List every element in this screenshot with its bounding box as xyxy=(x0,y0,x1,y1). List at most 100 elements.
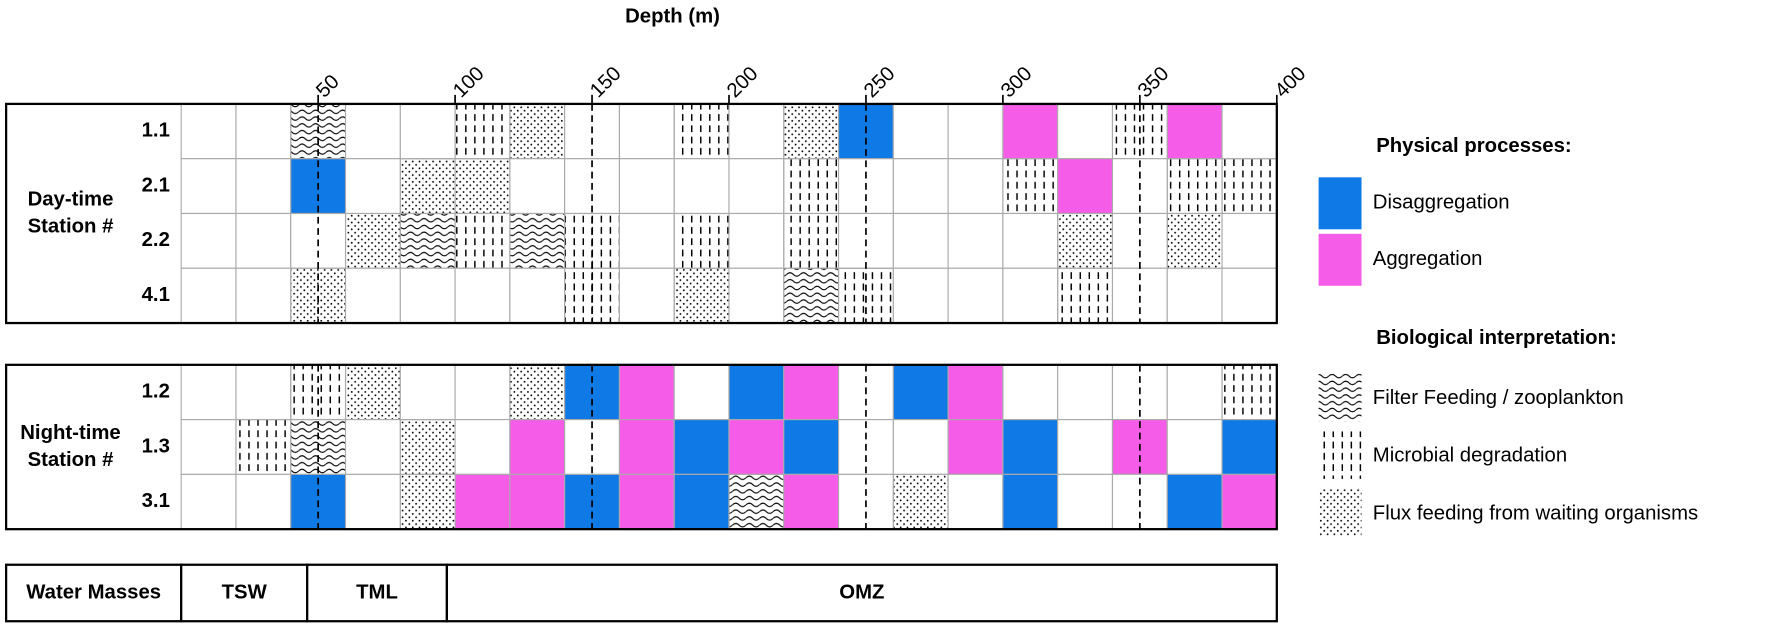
cell xyxy=(1166,473,1223,530)
station-label: 1.3 xyxy=(142,435,170,457)
cell xyxy=(180,267,237,324)
cell xyxy=(947,103,1004,160)
cell xyxy=(344,103,401,160)
cell xyxy=(1221,158,1278,215)
cell xyxy=(180,103,237,160)
cell xyxy=(235,364,292,421)
cell xyxy=(728,267,785,324)
cell xyxy=(1057,267,1114,324)
cell xyxy=(783,212,840,269)
cell xyxy=(180,364,237,421)
cell xyxy=(180,419,237,475)
panel-label: Day-time xyxy=(28,188,114,210)
cell xyxy=(673,212,730,269)
cell xyxy=(454,473,511,530)
cell xyxy=(399,473,456,530)
cell xyxy=(673,267,730,324)
cell xyxy=(728,419,785,475)
cell xyxy=(783,103,840,160)
cell xyxy=(947,267,1004,324)
legend-swatch xyxy=(1318,373,1362,422)
cell xyxy=(235,473,292,530)
station-label: 1.1 xyxy=(142,120,170,142)
cell xyxy=(344,473,401,530)
cell xyxy=(235,103,292,160)
cell xyxy=(618,473,675,530)
cell xyxy=(728,364,785,421)
cell xyxy=(399,267,456,324)
cell xyxy=(180,212,237,269)
panel-label: Station # xyxy=(28,449,114,471)
cell xyxy=(1057,158,1114,215)
cell xyxy=(1002,158,1059,215)
cell xyxy=(618,103,675,160)
cell xyxy=(1002,419,1059,475)
cell xyxy=(344,158,401,215)
legend-swatch xyxy=(1318,431,1362,479)
cell xyxy=(344,419,401,475)
legend-label: Disaggregation xyxy=(1373,192,1510,214)
cell xyxy=(1057,473,1114,530)
station-label: 2.1 xyxy=(142,174,170,196)
x-tick-label: 50 xyxy=(312,71,344,103)
cell xyxy=(509,212,566,269)
cell xyxy=(947,473,1004,530)
cell xyxy=(454,212,511,269)
cell xyxy=(1057,212,1114,269)
cell xyxy=(399,419,456,475)
cell xyxy=(947,158,1004,215)
cell xyxy=(399,212,456,269)
cell xyxy=(673,419,730,475)
water-mass-label: OMZ xyxy=(839,581,884,603)
cell xyxy=(1221,419,1278,475)
cell xyxy=(1002,364,1059,421)
cell xyxy=(454,419,511,475)
cell xyxy=(1166,103,1223,160)
station-label: 2.2 xyxy=(142,229,170,251)
cell xyxy=(1057,364,1114,421)
cell xyxy=(509,103,566,160)
cell xyxy=(892,212,949,269)
cell xyxy=(1002,212,1059,269)
cell xyxy=(509,267,566,324)
cell xyxy=(618,212,675,269)
legend-title: Biological interpretation: xyxy=(1376,327,1617,349)
water-mass-header-label: Water Masses xyxy=(26,581,161,603)
water-mass xyxy=(306,563,449,623)
cell xyxy=(618,267,675,324)
cell xyxy=(1221,267,1278,324)
cell xyxy=(947,419,1004,475)
cell xyxy=(454,158,511,215)
cell xyxy=(1166,419,1223,475)
cell xyxy=(892,419,949,475)
cell xyxy=(180,158,237,215)
cell xyxy=(1002,267,1059,324)
cell xyxy=(235,419,292,475)
station-label: 1.2 xyxy=(142,381,170,403)
cell xyxy=(673,473,730,530)
cell xyxy=(1166,212,1223,269)
cell xyxy=(1166,364,1223,421)
cell xyxy=(1057,103,1114,160)
cell xyxy=(454,267,511,324)
cell xyxy=(892,473,949,530)
cell xyxy=(892,267,949,324)
cell xyxy=(344,267,401,324)
cell xyxy=(1221,212,1278,269)
cell xyxy=(1221,364,1278,421)
cell xyxy=(1221,473,1278,530)
panel-label: Night-time xyxy=(20,422,121,444)
cell xyxy=(783,473,840,530)
cell xyxy=(728,212,785,269)
cell xyxy=(618,158,675,215)
cell xyxy=(783,364,840,421)
cell xyxy=(1002,473,1059,530)
water-mass-label: TML xyxy=(356,581,398,603)
cell xyxy=(454,103,511,160)
cell xyxy=(673,158,730,215)
cell xyxy=(235,267,292,324)
cell xyxy=(509,419,566,475)
cell xyxy=(783,419,840,475)
cell xyxy=(509,364,566,421)
